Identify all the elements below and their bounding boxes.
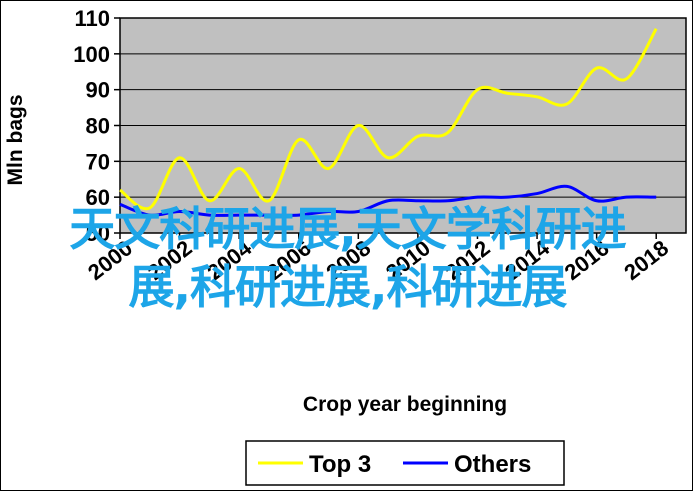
x-tick-label: 2014: [500, 235, 555, 285]
x-tick-label: 2012: [441, 235, 495, 285]
x-axis-title: Crop year beginning: [303, 393, 507, 416]
y-tick-label: 110: [75, 6, 111, 31]
y-tick-label: 60: [86, 185, 110, 210]
y-tick-label: 90: [86, 78, 110, 103]
x-tick-label: 2018: [619, 235, 673, 285]
y-axis-title: Mln bags: [4, 94, 27, 185]
x-tick-label: 2006: [262, 235, 316, 285]
legend-label-top-3: Top 3: [309, 451, 371, 478]
y-tick-label: 100: [73, 42, 110, 67]
x-tick-labels: 2000 2002 2004 2006 2008 2010 2012 2014 2016 2018: [83, 233, 673, 285]
x-tick-label: 2004: [202, 235, 257, 285]
x-tick-label: 2016: [560, 235, 614, 285]
legend: Top 3 Others: [245, 440, 565, 486]
x-tick-label: 2002: [143, 235, 197, 285]
legend-label-others: Others: [454, 451, 531, 478]
series-line-others: [119, 184, 657, 217]
y-tick-label: 50: [86, 221, 110, 246]
y-tick-label: 80: [86, 114, 110, 139]
y-tick-label: 70: [86, 149, 110, 174]
y-tick-labels: 50 60 70 80 90 100 110: [73, 6, 120, 246]
x-tick-label: 2010: [381, 235, 435, 285]
series-lines: [119, 27, 658, 217]
series-line-top-3: [119, 27, 658, 211]
x-tick-label: 2008: [321, 235, 375, 285]
